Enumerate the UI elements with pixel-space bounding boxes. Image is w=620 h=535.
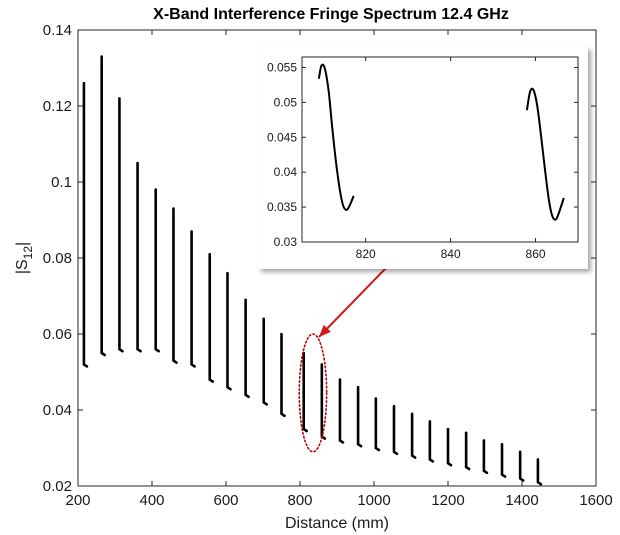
fringe-segment (446, 427, 453, 467)
inset-series-line (526, 87, 565, 221)
inset-y-tick-label: 0.05 (274, 95, 298, 109)
y-tick-label: 0.1 (51, 174, 72, 191)
fringe-segment (374, 397, 381, 452)
fringe-segment (118, 97, 124, 353)
inset-y-axis: 0.03 0.035 0.04 0.045 0.05 0.055 (267, 60, 578, 249)
fringe-segment (392, 404, 399, 456)
x-tick-label: 1000 (357, 492, 390, 509)
fringe-segment (536, 458, 543, 486)
fringe-segment (172, 207, 178, 364)
inset-series-line (317, 63, 355, 211)
fringe-segment (464, 431, 471, 471)
y-tick-label: 0.04 (43, 402, 72, 419)
inset-x-tick-label: 840 (441, 247, 461, 261)
inset-y-tick-label: 0.035 (267, 200, 297, 214)
fringe-segment (262, 317, 269, 406)
fringe-segment (428, 420, 435, 463)
x-tick-label: 1200 (431, 492, 464, 509)
inset-series (317, 63, 565, 221)
y-axis-label-subscript: 12 (21, 246, 35, 260)
x-axis-label: Distance (mm) (285, 515, 389, 532)
main-y-axis: 0.02 0.04 0.06 0.08 0.1 0.12 0.14 (43, 22, 596, 495)
fringe-segment (518, 450, 525, 482)
fringe-segment (302, 351, 308, 433)
fringe-segment (500, 442, 507, 478)
x-tick-label: 800 (287, 492, 312, 509)
fringe-segment (100, 55, 106, 357)
main-series (82, 55, 543, 486)
inset-y-tick-label: 0.045 (267, 130, 297, 144)
fringe-segment (244, 298, 250, 399)
y-tick-label: 0.14 (43, 22, 72, 39)
fringe-segment (356, 385, 363, 448)
main-x-axis: 200 400 600 800 1000 1200 1400 1600 (65, 30, 613, 509)
highlight-ellipse (298, 333, 328, 453)
inset-x-tick-label: 860 (526, 247, 546, 261)
inset-y-tick-label: 0.055 (267, 60, 297, 74)
x-tick-label: 400 (139, 492, 164, 509)
annotation-arrow (318, 267, 387, 338)
x-tick-label: 600 (213, 492, 238, 509)
inset-plot: 820 840 860 0.03 0.035 0.04 0.045 0.05 0.055 (258, 47, 588, 269)
y-tick-label: 0.06 (43, 326, 72, 343)
fringe-segment (136, 161, 142, 353)
x-tick-label: 200 (65, 492, 90, 509)
inset-y-tick-label: 0.04 (274, 165, 298, 179)
fringe-segment (226, 271, 232, 391)
fringe-segment (154, 188, 160, 353)
inset-x-tick-label: 820 (356, 247, 376, 261)
fringe-segment (280, 332, 286, 418)
y-axis-label: |S12| (14, 242, 35, 274)
arrow-head (318, 324, 331, 337)
fringe-segment (338, 378, 345, 444)
y-tick-label: 0.02 (43, 478, 72, 495)
arrow-shaft (318, 267, 387, 338)
fringe-segment (190, 230, 196, 368)
inset-plot-area (301, 56, 579, 243)
y-axis-label-main: |S (14, 259, 31, 274)
y-axis-label-close: | (14, 242, 31, 246)
inset-y-tick-label: 0.03 (274, 235, 298, 249)
y-tick-label: 0.12 (43, 98, 72, 115)
x-tick-label: 1600 (579, 492, 612, 509)
fringe-segment (82, 81, 89, 368)
x-tick-label: 1400 (505, 492, 538, 509)
fringe-segment (410, 412, 417, 459)
y-tick-label: 0.08 (43, 250, 72, 267)
chart-title: X-Band Interference Fringe Spectrum 12.4… (153, 6, 509, 23)
fringe-segment (208, 252, 215, 383)
fringe-segment (482, 439, 489, 475)
inset-x-axis: 820 840 860 (356, 57, 546, 261)
